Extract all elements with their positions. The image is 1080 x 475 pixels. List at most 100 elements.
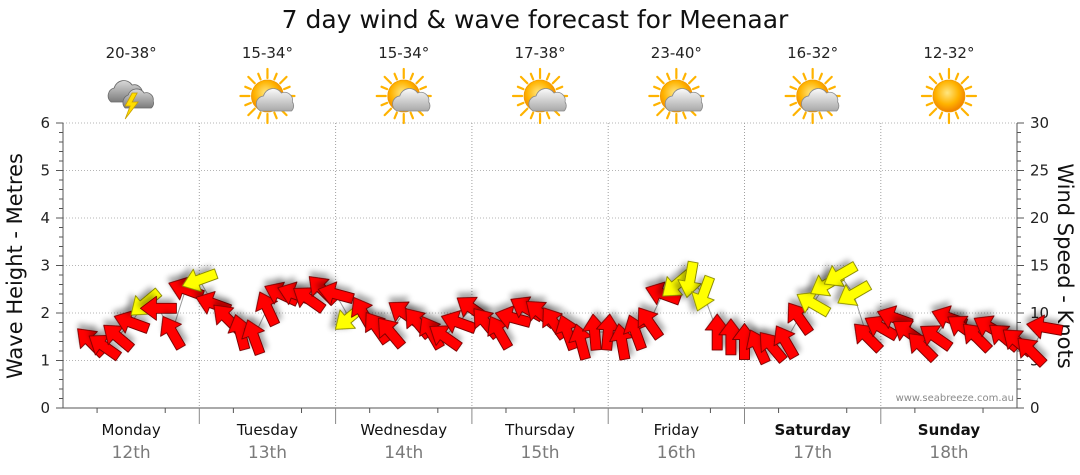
sun-ray (928, 107, 938, 117)
left-axis-tick-label: 6 (40, 114, 50, 132)
sun-ray (938, 111, 944, 120)
day-date-label: 15th (521, 443, 560, 463)
cloud-shape (528, 88, 567, 112)
sun-ray (653, 85, 661, 91)
sun-ray (393, 72, 398, 81)
wind-arrow-point (595, 313, 621, 351)
right-axis-tick-label: 25 (1030, 162, 1049, 180)
wind-arrow-point (103, 324, 135, 353)
sun-ray (551, 75, 561, 85)
sun-ray (516, 101, 525, 107)
sun-ray (938, 72, 944, 81)
cloud-shape (255, 88, 295, 112)
day-temperature: 17-38° (515, 44, 566, 62)
sun-ray (519, 75, 529, 85)
left-axis-tick-label: 3 (40, 257, 50, 275)
left-axis-tick-label: 1 (40, 352, 50, 370)
sun-ray (925, 101, 934, 107)
sun-ray (555, 85, 564, 91)
sun-ray (964, 101, 973, 107)
sun-ray (516, 85, 525, 91)
wind-arrow-point (691, 274, 715, 312)
sun-ray (818, 111, 823, 120)
sun-ray (393, 111, 398, 120)
sun-ray (818, 72, 823, 81)
left-axis-tick-label: 2 (40, 304, 50, 322)
day-name-label: Friday (654, 421, 700, 439)
sun-ray (419, 85, 428, 91)
sun-ray (792, 107, 802, 117)
partly-cloudy-icon (375, 67, 432, 125)
sun-ray (383, 107, 393, 117)
day-name-label: Monday (102, 421, 161, 439)
wind-arrow-point (718, 318, 744, 356)
wind-arrow-point (88, 334, 122, 362)
wind-arrow-point (139, 295, 177, 321)
chart-title: 7 day wind & wave forecast for Meenaar (282, 5, 789, 34)
sun-ray (928, 75, 938, 85)
partly-cloudy-icon (784, 67, 841, 125)
wind-arrow-point (677, 260, 702, 298)
wind-arrow-point (378, 317, 406, 350)
sun-ray (529, 111, 535, 120)
sun-ray (273, 111, 278, 120)
day-temperature: 20-38° (106, 44, 157, 62)
day-name-label: Tuesday (236, 421, 298, 439)
sun-ray (247, 75, 256, 85)
left-axis-tick-label: 0 (40, 399, 50, 417)
sun-ray (828, 85, 836, 91)
left-axis-tick-label: 4 (40, 209, 50, 227)
day-date-label: 12th (112, 443, 151, 463)
wind-arrow-point (823, 261, 859, 287)
wind-arrow-point (787, 302, 814, 336)
sun-ray (691, 85, 700, 91)
partly-cloudy-icon (511, 67, 569, 125)
day-headers: 20-38° 15-34° 15-34° 17-38° 23-40° 16-32° 12-3… (106, 44, 978, 125)
wind-arrow-point (317, 281, 355, 306)
sun-ray (257, 111, 262, 120)
wind-arrow-point (854, 323, 884, 354)
wind-arrow-point (963, 323, 993, 354)
wind-arrow-point (1026, 314, 1064, 340)
cloud-shape (392, 88, 431, 112)
sun-ray (380, 101, 389, 107)
right-axis-title: Wind Speed - Knots (1053, 163, 1077, 368)
wind-arrow-point (796, 291, 832, 318)
wind-arrow-point (704, 313, 730, 351)
sun-disc (932, 79, 966, 113)
sun-ray (656, 75, 665, 85)
sun-ray (244, 85, 252, 91)
storm-cloud-icon (107, 80, 154, 120)
sun-ray (682, 111, 687, 120)
wind-arrow-point (773, 325, 800, 361)
sun-ray (802, 72, 807, 81)
chart-credit: www.seabreeze.com.au (896, 393, 1014, 404)
sun-ray (519, 107, 529, 117)
sun-ray (792, 75, 802, 85)
sun-ray (545, 72, 551, 81)
sun-ray (273, 72, 278, 81)
sun-ray (545, 111, 551, 120)
sun-ray (954, 111, 960, 120)
wind-arrow-point (494, 305, 532, 330)
day-date-label: 13th (248, 443, 287, 463)
day-labels: Monday 12th Tuesday 13th Wednesday 14th Thursd… (102, 421, 981, 463)
wind-arrow-point (837, 280, 873, 306)
sun-ray (960, 107, 970, 117)
day-temperature: 23-40° (651, 44, 702, 62)
wind-arrow-point (920, 325, 954, 352)
day-temperature: 12-32° (923, 44, 974, 62)
wind-arrow-point (160, 315, 186, 351)
wind-arrow-point (241, 319, 266, 356)
wind-arrow-point (181, 268, 219, 293)
sun-ray (960, 75, 970, 85)
sun-ray (656, 107, 665, 117)
right-axis-tick-label: 30 (1030, 114, 1049, 132)
sun-ray (666, 72, 671, 81)
sun-ray (954, 72, 960, 81)
wind-arrow-point (113, 310, 151, 334)
sun-ray (247, 107, 256, 117)
sun-ray (666, 111, 671, 120)
sun-ray (282, 85, 291, 91)
